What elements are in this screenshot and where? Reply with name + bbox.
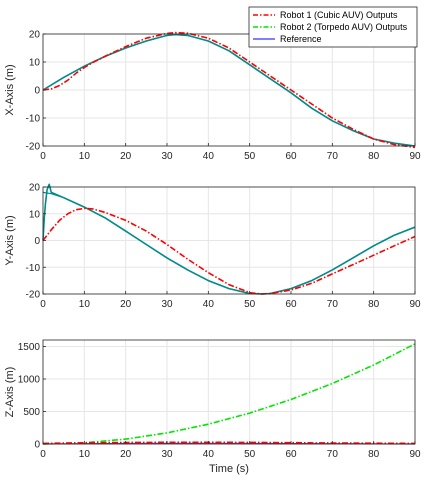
y-tick-label: 20 xyxy=(29,183,41,194)
x-tick-label: 80 xyxy=(368,449,380,460)
z-axis-ylabel: Z-Axis (m) xyxy=(4,367,16,418)
y-axis-robot2-series-line xyxy=(42,183,416,295)
x-tick-label: 80 xyxy=(368,299,380,310)
x-axis-ylabel: X-Axis (m) xyxy=(4,64,16,115)
x-tick-label: 0 xyxy=(40,151,46,162)
x-axis-robot2-series-line xyxy=(42,33,416,147)
y-axis-subplot: 0 10 20 30 40 50 60 70 80 90 -20 -10 0 10 20 Y-Axis (m) xyxy=(4,183,421,311)
x-tick-label: 0 xyxy=(40,449,46,460)
x-tick-label: 10 xyxy=(79,151,91,162)
z-axis-plot-area xyxy=(43,340,415,444)
z-axis-subplot: 0 10 20 30 40 50 60 70 80 90 0 500 1000 1500 Z-Axis (m… xyxy=(4,339,421,475)
y-tick-label: 1500 xyxy=(18,342,41,353)
x-tick-label: 80 xyxy=(368,151,380,162)
y-tick-label: -20 xyxy=(26,290,41,301)
x-tick-label: 60 xyxy=(285,151,297,162)
y-tick-label: 0 xyxy=(34,236,40,247)
y-tick-label: 0 xyxy=(34,86,40,97)
legend-box xyxy=(248,6,418,48)
z-axis-robot1-series-line xyxy=(42,441,416,445)
y-tick-label: 20 xyxy=(29,30,41,41)
x-tick-label: 30 xyxy=(161,151,173,162)
x-tick-label: 10 xyxy=(79,449,91,460)
legend-label-robot1: Robot 1 (Cubic AUV) Outputs xyxy=(280,10,398,20)
x-tick-label: 20 xyxy=(120,299,132,310)
x-tick-label: 90 xyxy=(409,151,421,162)
y-axis-ylabel: Y-Axis (m) xyxy=(4,215,16,265)
x-tick-label: 40 xyxy=(203,151,215,162)
legend: Robot 1 (Cubic AUV) Outputs Robot 2 (Torp… xyxy=(248,6,418,48)
x-axis-robot1-series-line xyxy=(42,31,416,149)
z-axis-robot2-series-line xyxy=(42,343,416,445)
x-tick-label: 90 xyxy=(409,299,421,310)
x-tick-label: 70 xyxy=(327,299,339,310)
z-axis-axes-frame xyxy=(42,339,416,445)
x-tick-label: 40 xyxy=(203,299,215,310)
y-tick-label: -20 xyxy=(26,142,41,153)
x-tick-label: 60 xyxy=(285,449,297,460)
x-tick-label: 70 xyxy=(327,151,339,162)
x-tick-label: 30 xyxy=(161,299,173,310)
y-tick-label: -10 xyxy=(26,263,41,274)
legend-label-robot2: Robot 2 (Torpedo AUV) Outputs xyxy=(280,22,408,32)
x-tick-label: 50 xyxy=(244,449,256,460)
z-axis-xlabel: Time (s) xyxy=(209,463,249,475)
y-tick-label: 0 xyxy=(34,440,40,451)
x-tick-label: 70 xyxy=(327,449,339,460)
x-tick-label: 20 xyxy=(120,151,132,162)
y-tick-label: 1000 xyxy=(18,375,41,386)
x-tick-label: 30 xyxy=(161,449,173,460)
legend-label-reference: Reference xyxy=(280,34,322,44)
x-tick-label: 0 xyxy=(40,299,46,310)
y-tick-label: 10 xyxy=(29,209,41,220)
x-tick-label: 10 xyxy=(79,299,91,310)
x-tick-label: 50 xyxy=(244,299,256,310)
x-tick-label: 20 xyxy=(120,449,132,460)
y-tick-label: 500 xyxy=(23,407,40,418)
x-tick-label: 60 xyxy=(285,299,297,310)
y-tick-label: 10 xyxy=(29,58,41,69)
x-tick-label: 90 xyxy=(409,449,421,460)
x-tick-label: 50 xyxy=(244,151,256,162)
y-axis-robot1-series-line xyxy=(42,207,416,295)
x-tick-label: 40 xyxy=(203,449,215,460)
x-axis-subplot: 0 10 20 30 40 50 60 70 80 90 -20 -10 0 10 20 X-Axis (m) xyxy=(4,30,421,163)
y-tick-label: -10 xyxy=(26,114,41,125)
